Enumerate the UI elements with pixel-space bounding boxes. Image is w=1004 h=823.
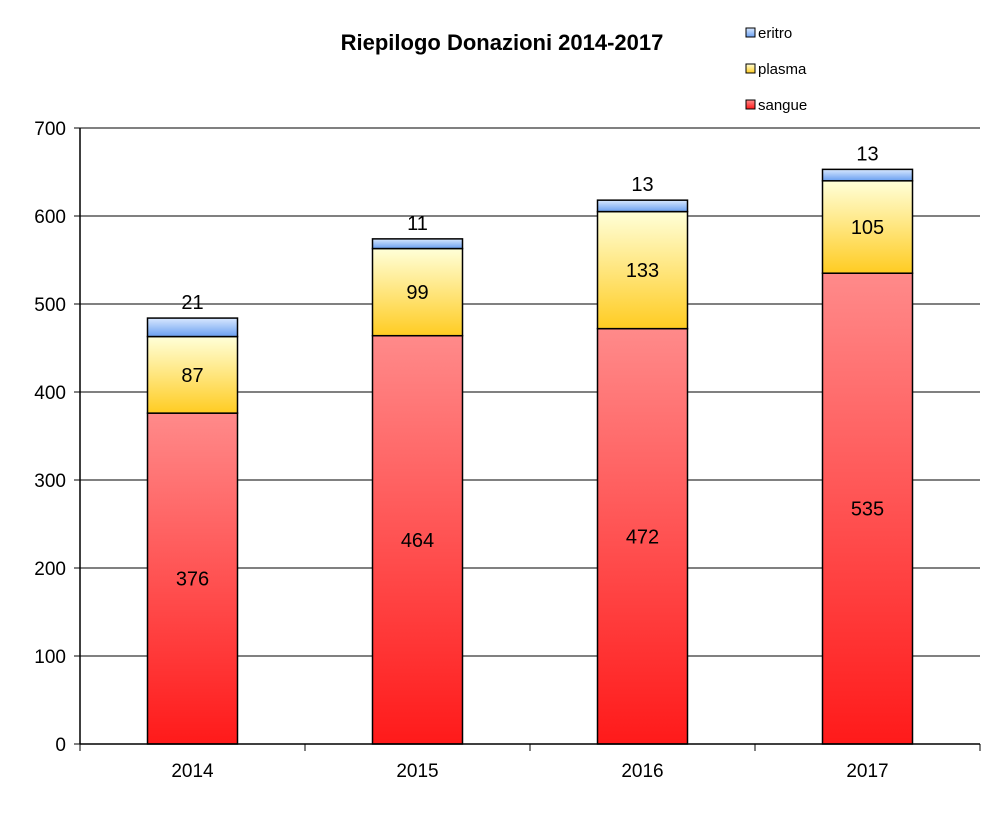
bar-sangue-2015 [371, 334, 464, 745]
chart-title: Riepilogo Donazioni 2014-2017 [341, 30, 664, 55]
y-tick-label: 500 [34, 295, 66, 316]
y-tick-label: 600 [34, 207, 66, 228]
y-tick-label: 700 [34, 119, 66, 140]
data-label-plasma-2016: 133 [626, 260, 659, 282]
bar-plasma-2015 [371, 247, 464, 337]
data-label-sangue-2017: 535 [851, 499, 884, 521]
legend-swatch-sangue [745, 99, 756, 110]
x-tick-label: 2017 [846, 761, 888, 782]
legend-label-sangue: sangue [758, 97, 807, 114]
y-tick-label: 100 [34, 647, 66, 668]
x-tick-label: 2016 [621, 761, 663, 782]
data-label-plasma-2015: 99 [406, 282, 428, 304]
x-tick-label: 2015 [396, 761, 438, 782]
data-label-sangue-2016: 472 [626, 526, 659, 548]
x-axis-ticks: 2014 2015 2016 2017 [79, 744, 981, 782]
legend-swatch-eritro [745, 27, 756, 38]
data-labels: 376 87 21 464 99 11 472 133 13 535 105 13 [176, 143, 884, 590]
bar-plasma-2016 [596, 210, 689, 330]
legend-swatch-plasma [745, 63, 756, 74]
y-tick-label: 0 [55, 735, 66, 756]
legend: eritro plasma sangue [745, 25, 807, 114]
data-label-eritro-2014: 21 [181, 292, 203, 314]
data-label-sangue-2015: 464 [401, 530, 434, 552]
bar-sangue-2014 [146, 412, 239, 745]
bar-eritro-2017 [821, 168, 914, 182]
data-label-plasma-2017: 105 [851, 217, 884, 239]
y-axis-ticks: 0 100 200 300 400 500 600 700 [34, 119, 80, 756]
y-tick-label: 400 [34, 383, 66, 404]
data-label-plasma-2014: 87 [181, 365, 203, 387]
bar-eritro-2015 [371, 238, 464, 250]
data-label-sangue-2014: 376 [176, 569, 209, 591]
y-tick-label: 200 [34, 559, 66, 580]
y-tick-label: 300 [34, 471, 66, 492]
bar-eritro-2014 [146, 317, 239, 338]
legend-label-eritro: eritro [758, 25, 792, 42]
x-tick-label: 2014 [171, 761, 214, 782]
data-label-eritro-2017: 13 [856, 143, 878, 165]
bar-plasma-2014 [146, 335, 239, 414]
bar-plasma-2017 [821, 180, 914, 274]
bars [146, 168, 914, 745]
data-label-eritro-2015: 11 [407, 213, 428, 235]
legend-label-plasma: plasma [758, 61, 807, 78]
bar-eritro-2016 [596, 199, 689, 213]
data-label-eritro-2016: 13 [631, 174, 653, 196]
